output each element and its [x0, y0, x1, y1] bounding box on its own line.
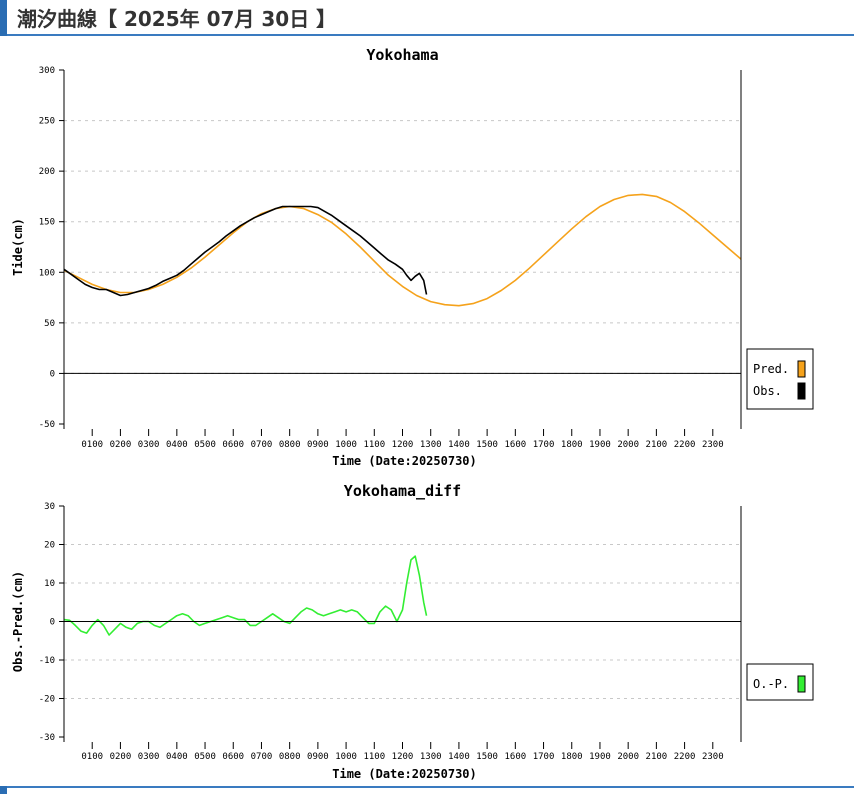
- x-tick-label: 0100: [81, 440, 103, 450]
- y-tick-label: -30: [39, 733, 55, 743]
- x-tick-label: 1900: [589, 440, 611, 450]
- y-tick-label: 30: [44, 502, 55, 512]
- x-tick-label: 1100: [363, 440, 385, 450]
- x-axis-label: Time (Date:20250730): [332, 767, 477, 781]
- legend-label: Pred.: [753, 362, 789, 376]
- x-tick-label: 1200: [392, 752, 414, 762]
- footer-rule: [7, 786, 854, 788]
- legend-swatch: [797, 360, 806, 378]
- y-tick-label: 20: [44, 541, 55, 551]
- y-tick-label: 150: [39, 218, 55, 228]
- x-tick-label: 1200: [392, 440, 414, 450]
- chart-title: Yokohama_diff: [344, 482, 461, 500]
- header-underline: [7, 34, 854, 36]
- x-tick-label: 2100: [646, 440, 668, 450]
- x-tick-label: 1000: [335, 752, 357, 762]
- series-line-op: [63, 555, 428, 636]
- chart-title: Yokohama: [366, 46, 438, 64]
- series-line-pred: [63, 193, 742, 307]
- y-tick-label: 0: [50, 369, 55, 379]
- x-tick-label: 2200: [674, 752, 696, 762]
- y-tick-label: 0: [50, 618, 55, 628]
- x-tick-label: 1600: [504, 752, 526, 762]
- tide-chart: Yokohama 300 250 200 150 100 50 0 -50 0100 0200 030…: [11, 46, 814, 468]
- x-tick-label: 1600: [504, 440, 526, 450]
- x-tick-label: 2100: [646, 752, 668, 762]
- x-tick-label: 1300: [420, 440, 442, 450]
- x-tick-label: 1500: [476, 752, 498, 762]
- x-tick-label: 0500: [194, 752, 216, 762]
- x-tick-label: 2000: [617, 752, 639, 762]
- legend-label: O.-P.: [753, 677, 789, 691]
- x-tick-label: 0300: [138, 752, 160, 762]
- x-tick-label: 0300: [138, 440, 160, 450]
- x-tick-label: 2300: [702, 752, 724, 762]
- y-tick-label: 300: [39, 66, 55, 76]
- x-tick-label: 0900: [307, 440, 329, 450]
- x-tick-label: 0900: [307, 752, 329, 762]
- x-tick-label: 0400: [166, 752, 188, 762]
- x-tick-label: 0500: [194, 440, 216, 450]
- y-tick-label: 100: [39, 268, 55, 278]
- x-axis-label: Time (Date:20250730): [332, 454, 477, 468]
- x-tick-label: 2300: [702, 440, 724, 450]
- x-tick-label: 1100: [363, 752, 385, 762]
- y-tick-label: 250: [39, 117, 55, 127]
- x-tick-label: 0600: [222, 752, 244, 762]
- x-tick-label: 1900: [589, 752, 611, 762]
- x-tick-label: 1800: [561, 440, 583, 450]
- page-header: 潮汐曲線【 2025年 07月 30日 】: [0, 0, 854, 36]
- x-tick-label: 0800: [279, 440, 301, 450]
- y-tick-label: 200: [39, 167, 55, 177]
- x-tick-label: 2200: [674, 440, 696, 450]
- x-tick-label: 0600: [222, 440, 244, 450]
- x-tick-label: 0200: [110, 752, 132, 762]
- y-tick-label: -20: [39, 695, 55, 705]
- x-tick-label: 1500: [476, 440, 498, 450]
- x-tick-label: 1000: [335, 440, 357, 450]
- x-tick-label: 2000: [617, 440, 639, 450]
- y-tick-label: 10: [44, 579, 55, 589]
- legend-label: Obs.: [753, 384, 782, 398]
- x-tick-label: 1400: [448, 440, 470, 450]
- y-axis-label: Obs.-Pred.(cm): [11, 571, 25, 672]
- x-tick-label: 0200: [110, 440, 132, 450]
- page-title: 潮汐曲線【 2025年 07月 30日 】: [17, 7, 337, 31]
- legend-swatch: [797, 382, 806, 400]
- x-tick-label: 1700: [533, 440, 555, 450]
- legend-box: [746, 348, 814, 410]
- footer-accent-bar: [0, 786, 7, 794]
- x-tick-label: 1300: [420, 752, 442, 762]
- header-accent-bar: [0, 0, 7, 36]
- x-tick-label: 0800: [279, 752, 301, 762]
- y-tick-label: -10: [39, 656, 55, 666]
- diff-chart: Yokohama_diff 30 20 10 0 -10 -20 -30 0100 0200 030…: [11, 482, 814, 781]
- x-tick-label: 0400: [166, 440, 188, 450]
- series-line-obs: [63, 205, 428, 297]
- y-axis-label: Tide(cm): [11, 218, 25, 276]
- y-tick-label: -50: [39, 420, 55, 430]
- x-tick-label: 1800: [561, 752, 583, 762]
- x-tick-label: 1400: [448, 752, 470, 762]
- legend-swatch: [797, 675, 806, 693]
- page-footer: [0, 786, 854, 794]
- x-tick-label: 0700: [251, 752, 273, 762]
- x-tick-label: 0700: [251, 440, 273, 450]
- x-tick-label: 1700: [533, 752, 555, 762]
- x-tick-label: 0100: [81, 752, 103, 762]
- y-tick-label: 50: [44, 319, 55, 329]
